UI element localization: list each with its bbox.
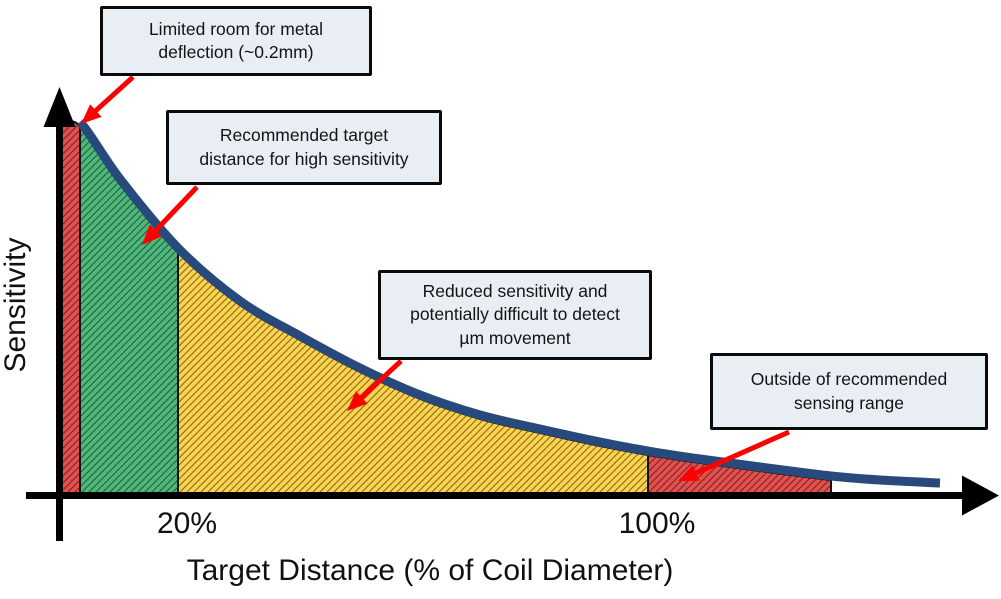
callout-arrow-line-3 — [686, 429, 791, 480]
callout-text-line: Reduced sensitivity and — [422, 281, 608, 302]
y-axis-label: Sensitivity — [0, 237, 32, 373]
y-axis-line — [56, 112, 63, 541]
callout-limited-deflection: Limited room for metal deflection (~0.2m… — [100, 6, 372, 76]
callout-arrow-head-1 — [142, 224, 162, 245]
x-axis-line — [26, 492, 962, 499]
y-axis-arrowhead — [43, 87, 76, 127]
callout-text-line: µm movement — [459, 327, 571, 348]
x-axis-arrowhead — [962, 475, 999, 516]
callout-recommended-distance: Recommended target distance for high sen… — [166, 110, 442, 185]
region-limited-metal-deflection — [61, 120, 81, 494]
x-tick-100: 100% — [618, 507, 696, 540]
callout-arrow-head-2 — [347, 391, 368, 411]
callout-text-line: Recommended target — [219, 125, 389, 146]
callout-text-line: Limited room for metal — [148, 18, 324, 39]
callout-arrow-line-0 — [86, 75, 135, 120]
x-tick-20: 20% — [156, 507, 218, 540]
callout-text-line: potentially difficult to detect — [410, 304, 620, 325]
region-recommended-target-distance — [79, 125, 179, 494]
x-axis-label: Target Distance (% of Coil Diameter) — [186, 554, 674, 587]
callout-text-line: Outside of recommended — [750, 369, 948, 390]
callout-arrow-head-3 — [678, 465, 700, 481]
callout-arrow-head-0 — [81, 104, 102, 124]
sensitivity-curve — [76, 118, 941, 488]
callout-arrow-line-2 — [352, 359, 403, 407]
callout-arrow-line-1 — [147, 185, 199, 240]
callout-text-line: sensing range — [794, 392, 904, 413]
callout-reduced-sensitivity: Reduced sensitivity and potentially diff… — [378, 270, 652, 360]
callout-outside-range: Outside of recommended sensing range — [710, 353, 988, 430]
callout-text-line: deflection (~0.2mm) — [158, 42, 314, 62]
callout-text-line: distance for high sensitivity — [199, 148, 409, 169]
